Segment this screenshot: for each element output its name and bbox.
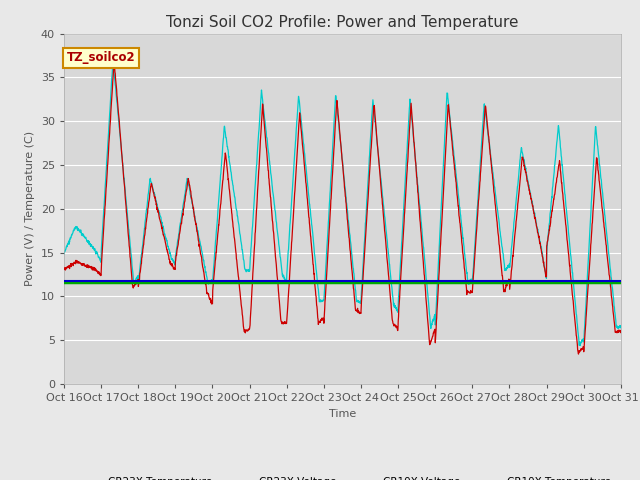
X-axis label: Time: Time: [329, 408, 356, 419]
Text: TZ_soilco2: TZ_soilco2: [67, 51, 136, 64]
Legend: CR23X Temperature, CR23X Voltage, CR10X Voltage, CR10X Temperature: CR23X Temperature, CR23X Voltage, CR10X …: [69, 473, 616, 480]
Title: Tonzi Soil CO2 Profile: Power and Temperature: Tonzi Soil CO2 Profile: Power and Temper…: [166, 15, 518, 30]
Y-axis label: Power (V) / Temperature (C): Power (V) / Temperature (C): [26, 131, 35, 287]
